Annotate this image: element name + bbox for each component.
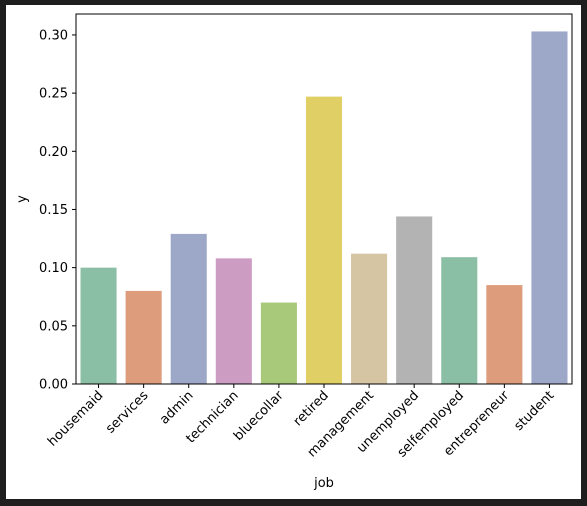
x-tick-label: housemaid bbox=[45, 388, 106, 449]
bar-entrepreneur bbox=[486, 285, 523, 384]
bar-bluecollar bbox=[260, 302, 297, 384]
x-tick-label: retired bbox=[291, 388, 332, 429]
bar-technician bbox=[215, 258, 252, 384]
y-tick-label: 0.25 bbox=[39, 87, 68, 102]
plot-border bbox=[75, 13, 573, 385]
x-tick-label: services bbox=[103, 388, 151, 436]
y-tick-label: 0.30 bbox=[39, 28, 68, 43]
bar-selfemployed bbox=[441, 257, 478, 384]
bar-retired bbox=[305, 96, 343, 385]
y-tick-label: 0.10 bbox=[39, 261, 68, 276]
y-axis: 0.00 0.05 0.10 0.15 0.20 0.25 0.30 bbox=[39, 28, 76, 393]
y-tick-label: 0.05 bbox=[39, 319, 68, 334]
y-axis-label: y bbox=[15, 195, 30, 203]
bar-student bbox=[531, 31, 568, 384]
bar-unemployed bbox=[396, 216, 433, 384]
bar-management bbox=[351, 253, 388, 384]
bar-services bbox=[125, 290, 162, 384]
x-tick-label: bluecollar bbox=[231, 388, 287, 444]
bars-layer bbox=[80, 31, 568, 385]
x-tick-label: student bbox=[512, 388, 558, 434]
chart-frame: 0.00 0.05 0.10 0.15 0.20 0.25 0.30 housemaid se… bbox=[6, 5, 581, 499]
bar-housemaid bbox=[80, 267, 117, 384]
bar-chart: 0.00 0.05 0.10 0.15 0.20 0.25 0.30 housemaidse… bbox=[15, 13, 573, 491]
bar-admin bbox=[170, 233, 207, 384]
y-tick-label: 0.00 bbox=[39, 378, 68, 393]
y-tick-label: 0.15 bbox=[39, 203, 68, 218]
x-tick-label: admin bbox=[157, 388, 196, 427]
x-axis-label: job bbox=[313, 476, 334, 491]
y-tick-label: 0.20 bbox=[39, 145, 68, 160]
